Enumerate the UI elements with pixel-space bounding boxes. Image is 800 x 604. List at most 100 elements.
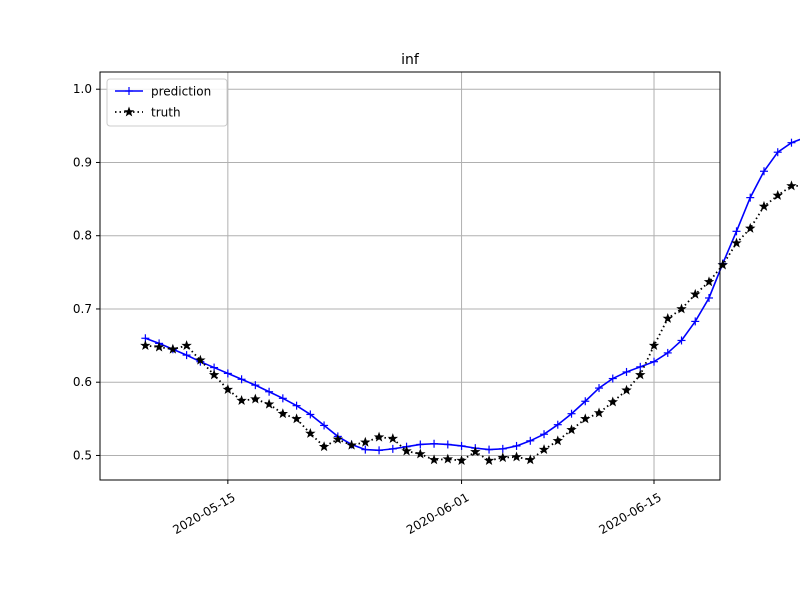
truth-point [497,452,509,463]
truth-point [525,454,536,465]
truth-point [167,343,179,354]
truth-point [621,384,632,395]
truth-point [690,288,701,299]
prediction-point [677,336,686,345]
plot-frame [99,71,721,481]
prediction-point [292,401,301,410]
truth-point [181,340,192,351]
prediction-point [498,444,507,453]
truth-point [332,433,344,444]
truth-point [373,431,385,442]
prediction-point [759,167,768,176]
truth-point [511,451,522,462]
truth-point [635,369,646,380]
prediction-point [705,293,714,302]
y-tick-label: 1.0 [73,82,92,96]
prediction-line [145,138,800,452]
series-group [140,138,800,466]
legend-entry-prediction: prediction [115,85,211,99]
series-prediction [141,138,800,455]
truth-point [786,180,797,191]
legend-label: truth [151,106,181,120]
prediction-point [650,357,659,366]
truth-point [263,398,275,409]
series-truth [140,180,800,466]
chart-title: inf [401,52,420,68]
truth-point [401,445,412,456]
prediction-point [306,410,315,419]
prediction-point [663,348,672,357]
truth-point [731,237,742,248]
truth-point [277,408,289,419]
truth-point [745,222,756,233]
truth-point [483,455,495,466]
legend-label: prediction [151,85,211,99]
y-tick-label: 0.9 [73,155,92,169]
y-tick-label: 0.6 [73,375,92,389]
truth-point [305,428,316,438]
truth-point [456,455,467,466]
prediction-point [251,381,260,390]
prediction-point [430,439,439,448]
prediction-point [746,193,755,202]
prediction-point [787,138,796,147]
truth-point [346,439,357,450]
truth-point [772,189,783,200]
truth-point [648,340,660,351]
truth-point [607,396,618,407]
truth-point [208,369,220,380]
y-tick-label: 0.5 [73,448,92,462]
truth-point [662,313,673,323]
prediction-point [361,445,370,454]
truth-point [291,413,302,424]
truth-point [470,446,481,457]
prediction-point [512,441,521,450]
truth-point [236,395,247,405]
prediction-point [388,444,397,453]
truth-point [222,384,234,394]
truth-point [195,354,206,365]
prediction-point [278,394,287,403]
truth-point [360,436,371,447]
truth-point [593,407,605,418]
truth-point [442,453,454,464]
prediction-point [485,445,494,454]
truth-point [580,413,591,424]
truth-point [758,200,770,211]
prediction-point [691,317,700,326]
prediction-point [375,446,384,455]
y-tick-label: 0.7 [73,302,92,316]
truth-point [318,441,330,452]
prediction-point [608,374,617,383]
truth-point [153,341,165,352]
prediction-point [540,430,549,439]
prediction-point [223,369,232,378]
truth-point [140,340,151,351]
prediction-point [320,421,329,430]
legend-swatch-marker [123,106,135,117]
truth-point [428,454,440,465]
prediction-point [237,375,246,384]
truth-point [250,393,261,404]
truth-point [703,276,715,287]
prediction-point [265,387,274,396]
truth-point [717,259,728,270]
prediction-point [622,367,631,376]
prediction-point [182,351,191,360]
prediction-point [416,440,425,449]
prediction-point [732,227,741,236]
truth-point [676,303,687,314]
legend-entry-truth: truth [115,106,181,120]
y-tick-label: 0.8 [73,229,92,243]
prediction-point [443,440,452,449]
legend-swatch-marker [125,87,133,95]
prediction-point [526,436,535,445]
truth-point [538,444,550,455]
truth-point [387,433,399,444]
prediction-point [457,441,466,450]
prediction-point [553,420,562,429]
truth-point [552,435,563,446]
prediction-point [595,384,604,393]
